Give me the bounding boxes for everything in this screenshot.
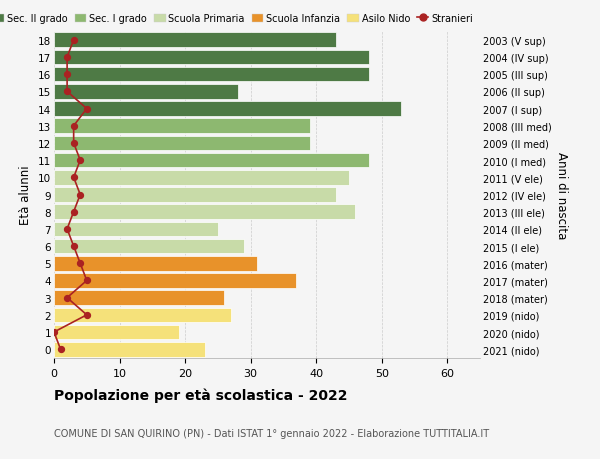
Bar (54, 308, 231, 322)
Point (82, 312, 92, 319)
Point (69, 243, 79, 250)
Point (76, 191, 85, 199)
Bar (54, 257, 257, 271)
Bar (54, 291, 224, 305)
Point (69, 208, 79, 216)
Bar (54, 188, 336, 202)
Point (62, 294, 72, 302)
Point (56, 346, 65, 353)
Y-axis label: Anni di nascita: Anni di nascita (555, 151, 568, 239)
Point (69, 123, 79, 130)
Point (49, 329, 59, 336)
Bar (54, 85, 238, 100)
Text: Popolazione per età scolastica - 2022: Popolazione per età scolastica - 2022 (54, 388, 347, 403)
Bar (54, 119, 310, 134)
Bar (54, 239, 244, 254)
Bar (54, 136, 310, 151)
Legend: Sec. II grado, Sec. I grado, Scuola Primaria, Scuola Infanzia, Asilo Nido, Stran: Sec. II grado, Sec. I grado, Scuola Prim… (0, 14, 473, 24)
Point (82, 277, 92, 285)
Point (69, 174, 79, 182)
Bar (54, 205, 355, 219)
Point (76, 260, 85, 267)
Bar (54, 50, 368, 65)
Bar (54, 325, 179, 340)
Point (62, 89, 72, 96)
Bar (54, 102, 401, 117)
Bar (54, 342, 205, 357)
Point (69, 140, 79, 147)
Text: COMUNE DI SAN QUIRINO (PN) - Dati ISTAT 1° gennaio 2022 - Elaborazione TUTTITALI: COMUNE DI SAN QUIRINO (PN) - Dati ISTAT … (54, 428, 489, 438)
Point (69, 37, 79, 45)
Y-axis label: Età alunni: Età alunni (19, 165, 32, 225)
Point (76, 157, 85, 164)
Point (62, 54, 72, 62)
Bar (54, 153, 368, 168)
Bar (54, 222, 218, 237)
Bar (54, 34, 336, 48)
Point (62, 226, 72, 233)
Bar (54, 171, 349, 185)
Point (62, 71, 72, 78)
Bar (54, 68, 368, 82)
Bar (54, 274, 296, 288)
Point (82, 106, 92, 113)
